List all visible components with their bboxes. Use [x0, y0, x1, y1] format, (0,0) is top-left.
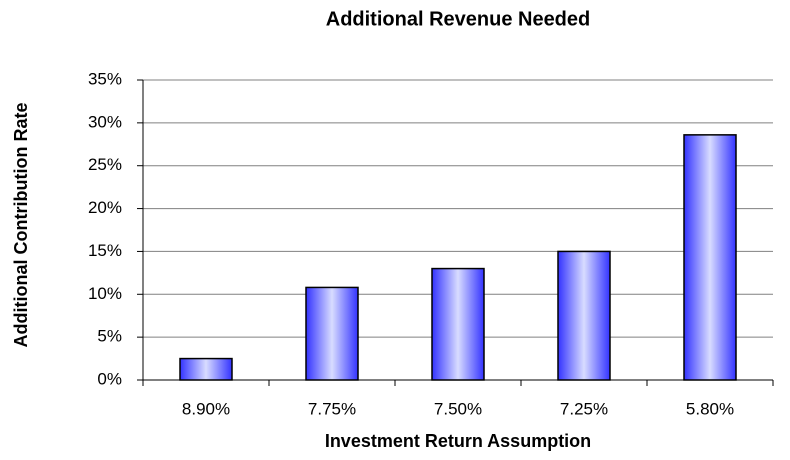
y-tick-label: 20%	[88, 198, 122, 217]
bar	[431, 267, 485, 381]
x-tick-label: 7.50%	[434, 399, 482, 418]
y-tick-label: 15%	[88, 241, 122, 260]
bar	[683, 134, 737, 381]
x-axis-label: Investment Return Assumption	[325, 431, 591, 451]
x-tick-label: 7.25%	[560, 399, 608, 418]
bar	[179, 357, 233, 381]
x-tick-label: 8.90%	[182, 399, 230, 418]
chart-title: Additional Revenue Needed	[326, 8, 591, 30]
y-tick-label: 10%	[88, 284, 122, 303]
bar	[557, 250, 611, 381]
y-tick-label: 0%	[97, 369, 122, 388]
y-tick-label: 30%	[88, 112, 122, 131]
y-axis-label: Additional Contribution Rate	[11, 103, 31, 348]
bar	[305, 286, 359, 381]
y-tick-label: 35%	[88, 69, 122, 88]
x-tick-label: 7.75%	[308, 399, 356, 418]
y-tick-label: 25%	[88, 155, 122, 174]
x-tick-label: 5.80%	[686, 399, 734, 418]
y-tick-label: 5%	[97, 327, 122, 346]
